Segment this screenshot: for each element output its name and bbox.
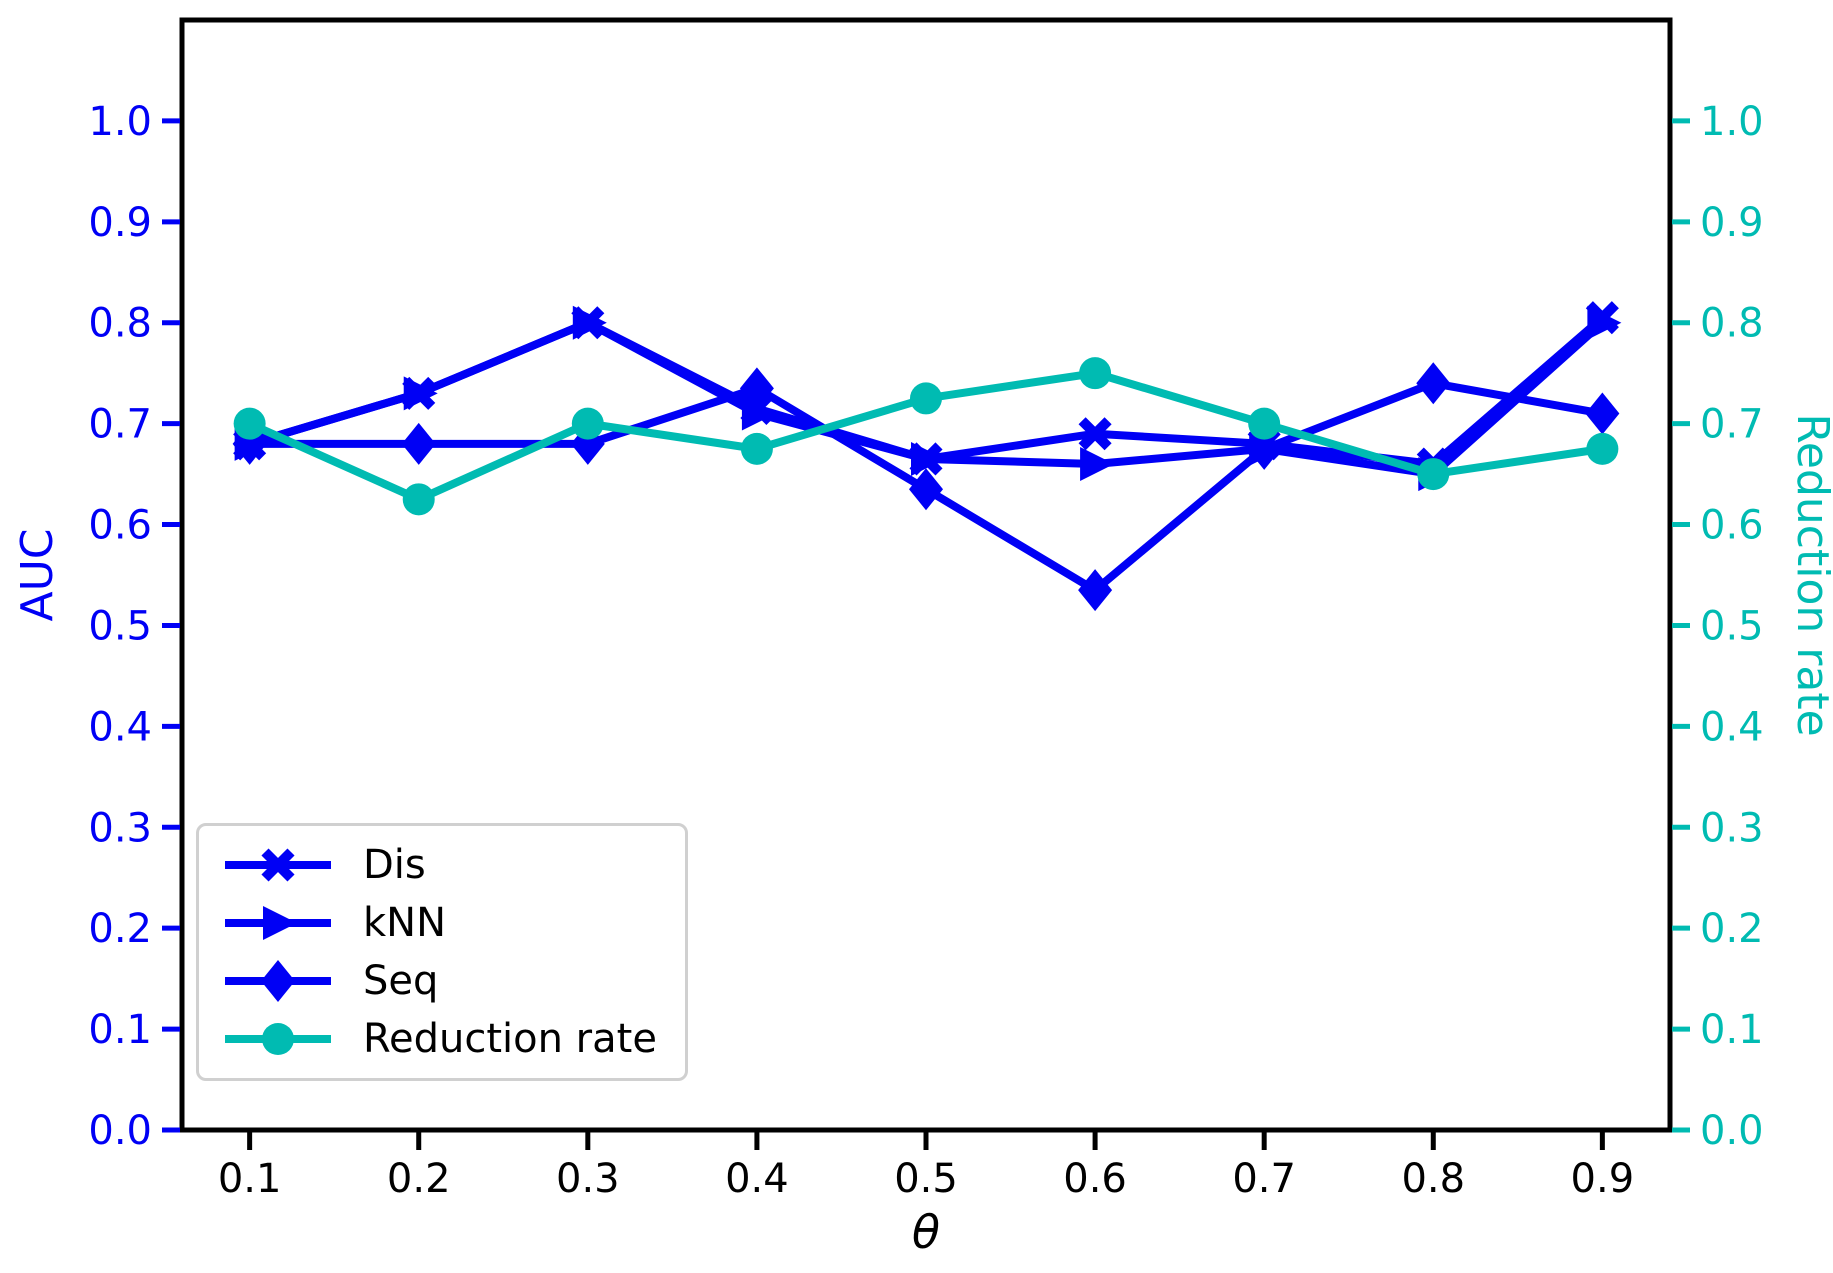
svg-text:0.0: 0.0 [88,1108,152,1154]
legend-item-reduction-rate: Reduction rate [219,1014,657,1064]
knn-marker-icon [225,906,331,940]
svg-text:1.0: 1.0 [88,99,152,145]
svg-text:0.9: 0.9 [88,200,152,246]
svg-text:0.0: 0.0 [1700,1108,1764,1154]
svg-text:0.4: 0.4 [88,704,152,750]
reduction-rate-marker-icon [225,1023,331,1055]
y-axis-label-right: Reduction rate [1787,413,1833,736]
svg-text:0.6: 0.6 [88,503,152,549]
svg-text:0.1: 0.1 [218,1156,282,1202]
svg-text:0.2: 0.2 [1700,906,1764,952]
svg-text:0.7: 0.7 [1232,1156,1296,1202]
legend-label-seq: Seq [363,958,439,1004]
svg-text:0.1: 0.1 [1700,1007,1764,1053]
x-axis: 0.1 0.2 0.3 0.4 0.5 0.6 0.7 0.8 0.9 [218,1132,1634,1202]
legend-label-knn: kNN [363,900,447,946]
svg-text:0.5: 0.5 [88,603,152,649]
svg-text:0.1: 0.1 [88,1007,152,1053]
svg-text:0.2: 0.2 [88,906,152,952]
svg-text:0.6: 0.6 [1063,1156,1127,1202]
legend-label-dis: Dis [363,842,426,888]
dis-marker-icon [225,848,331,882]
x-axis-label: θ [912,1205,940,1259]
svg-text:0.3: 0.3 [556,1156,620,1202]
svg-text:1.0: 1.0 [1700,99,1764,145]
svg-text:0.9: 0.9 [1571,1156,1635,1202]
legend-item-seq: Seq [219,956,657,1006]
svg-text:0.3: 0.3 [88,805,152,851]
legend: Dis kNN Seq Reduction rate [196,823,688,1081]
svg-text:0.8: 0.8 [88,301,152,347]
legend-item-knn: kNN [219,898,657,948]
svg-text:0.2: 0.2 [387,1156,451,1202]
y-axis-left: 0.0 0.1 0.2 0.3 0.4 0.5 0.6 0.7 0.8 0.9 1.0 [88,99,180,1154]
y-axis-label-left: AUC [12,528,63,621]
svg-text:0.8: 0.8 [1700,301,1764,347]
y-axis-right: 0.0 0.1 0.2 0.3 0.4 0.5 0.6 0.7 0.8 0.9 1.0 [1672,99,1764,1154]
svg-text:0.3: 0.3 [1700,805,1764,851]
seq-marker-icon [225,960,331,1002]
svg-text:0.4: 0.4 [725,1156,789,1202]
svg-text:0.8: 0.8 [1401,1156,1465,1202]
svg-text:0.7: 0.7 [1700,402,1764,448]
svg-text:0.5: 0.5 [1700,603,1764,649]
svg-text:0.4: 0.4 [1700,704,1764,750]
svg-text:0.5: 0.5 [894,1156,958,1202]
series-seq [232,362,1620,612]
svg-text:0.7: 0.7 [88,402,152,448]
svg-text:0.6: 0.6 [1700,503,1764,549]
legend-item-dis: Dis [219,840,657,890]
legend-label-reduction-rate: Reduction rate [363,1016,657,1062]
svg-text:0.9: 0.9 [1700,200,1764,246]
series-reduction-rate [233,357,1619,516]
